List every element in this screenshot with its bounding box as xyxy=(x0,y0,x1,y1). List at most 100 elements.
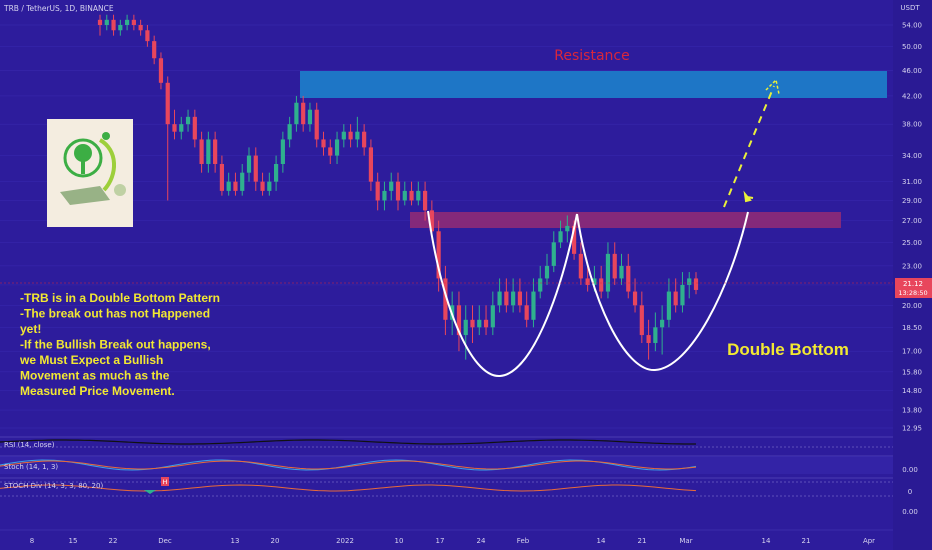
candle xyxy=(199,131,204,173)
candle xyxy=(443,265,448,336)
candle xyxy=(341,124,346,148)
candle-body xyxy=(185,116,191,125)
neckline-zone[interactable] xyxy=(410,212,841,228)
price-axis-panel[interactable] xyxy=(893,0,932,550)
candle xyxy=(165,76,170,201)
candle xyxy=(124,14,130,31)
resistance-zone[interactable] xyxy=(300,71,887,98)
candle xyxy=(368,139,374,191)
note-line: -If the Bullish Break out happens, xyxy=(20,338,211,352)
candle-body xyxy=(131,19,136,25)
candle xyxy=(666,278,672,328)
candle-body xyxy=(409,190,414,201)
time-tick: 21 xyxy=(638,537,647,545)
time-axis-labels[interactable]: 8 15 22 Dec 13 20 2022 10 17 24 Feb 14 21 Mar 14 21 Apr xyxy=(30,537,875,545)
candle-body xyxy=(422,190,428,211)
candle-body xyxy=(483,319,489,328)
last-price-tag xyxy=(895,278,932,298)
price-tick: 23.00 xyxy=(902,262,922,270)
candle-body xyxy=(97,19,103,25)
candle xyxy=(511,278,516,313)
candle xyxy=(294,95,299,132)
candle xyxy=(490,291,495,336)
candle xyxy=(111,14,116,36)
candle-body xyxy=(436,231,441,279)
candle xyxy=(409,181,414,206)
candle-body xyxy=(687,278,692,285)
analysis-note: -TRB is in a Double Bottom Pattern -The b… xyxy=(19,291,220,398)
candle xyxy=(687,272,692,299)
candle xyxy=(152,35,157,65)
candle-body xyxy=(578,253,583,279)
price-tick: 17.00 xyxy=(902,348,922,356)
candle xyxy=(531,278,536,328)
candle xyxy=(578,242,583,285)
candle-body xyxy=(477,319,482,328)
candle-body xyxy=(632,291,638,306)
time-tick: Mar xyxy=(679,537,692,545)
candle xyxy=(612,242,617,285)
note-line: Movement as much as the xyxy=(20,369,170,383)
candle-body xyxy=(240,172,245,191)
candle-body xyxy=(158,58,164,83)
note-line: Measured Price Movement. xyxy=(20,384,175,398)
candle-body xyxy=(307,109,313,125)
time-tick: 13 xyxy=(231,537,240,545)
time-tick: 10 xyxy=(395,537,404,545)
candle xyxy=(104,14,109,31)
note-line: -The break out has not Happened xyxy=(20,307,210,321)
candle-body xyxy=(334,139,340,156)
candle xyxy=(456,291,462,352)
time-tick: 14 xyxy=(597,537,606,545)
candle-body xyxy=(511,291,516,306)
candle-body xyxy=(443,278,448,320)
candle xyxy=(206,131,211,173)
candle-body xyxy=(253,155,258,182)
price-tick: 20.00 xyxy=(902,302,922,310)
candle-body xyxy=(179,124,184,132)
projection-line[interactable] xyxy=(723,85,775,208)
candle-body xyxy=(599,278,604,292)
candle-body xyxy=(565,225,570,232)
candle-body xyxy=(429,210,434,232)
candle-body xyxy=(605,253,611,292)
candle xyxy=(375,172,380,211)
bullish-marker-icon xyxy=(144,490,156,494)
time-tick: Dec xyxy=(158,537,172,545)
candle xyxy=(158,52,164,90)
candle-body xyxy=(680,284,685,306)
candle-body xyxy=(355,131,360,140)
price-tick: 38.00 xyxy=(902,121,922,129)
candle xyxy=(483,305,489,336)
stoch-label: Stoch (14, 1, 3) xyxy=(4,463,58,471)
candle xyxy=(97,14,103,36)
candle-body xyxy=(213,139,218,164)
indicator-panels[interactable]: RSI (14, close) Stoch (14, 1, 3) STOCH D… xyxy=(0,436,918,516)
candle-body xyxy=(321,139,326,148)
first-bottom-curve[interactable] xyxy=(427,210,578,378)
candle xyxy=(273,155,279,191)
candle xyxy=(172,109,177,140)
candle xyxy=(260,172,265,196)
divergence-marker xyxy=(161,477,169,486)
price-tick: 42.00 xyxy=(902,92,922,100)
stoch-k-line xyxy=(0,459,697,471)
candle xyxy=(626,253,631,299)
time-tick: Feb xyxy=(517,537,530,545)
candle xyxy=(660,305,665,355)
stoch-d-line xyxy=(0,460,697,470)
candle-body xyxy=(456,305,462,336)
second-bottom-curve[interactable] xyxy=(576,211,749,372)
candle xyxy=(673,278,678,313)
symbol-title[interactable]: TRB / TetherUS, 1D, BINANCE xyxy=(3,4,114,13)
resistance-label: Resistance xyxy=(554,48,629,64)
candle xyxy=(233,172,238,196)
time-tick: 17 xyxy=(436,537,445,545)
candle-body xyxy=(693,278,699,290)
stoch-axis-value: 0.00 xyxy=(902,466,918,474)
candle-body xyxy=(294,102,299,125)
candle-body xyxy=(301,102,306,125)
candle xyxy=(219,155,225,196)
candle-body xyxy=(165,82,170,125)
